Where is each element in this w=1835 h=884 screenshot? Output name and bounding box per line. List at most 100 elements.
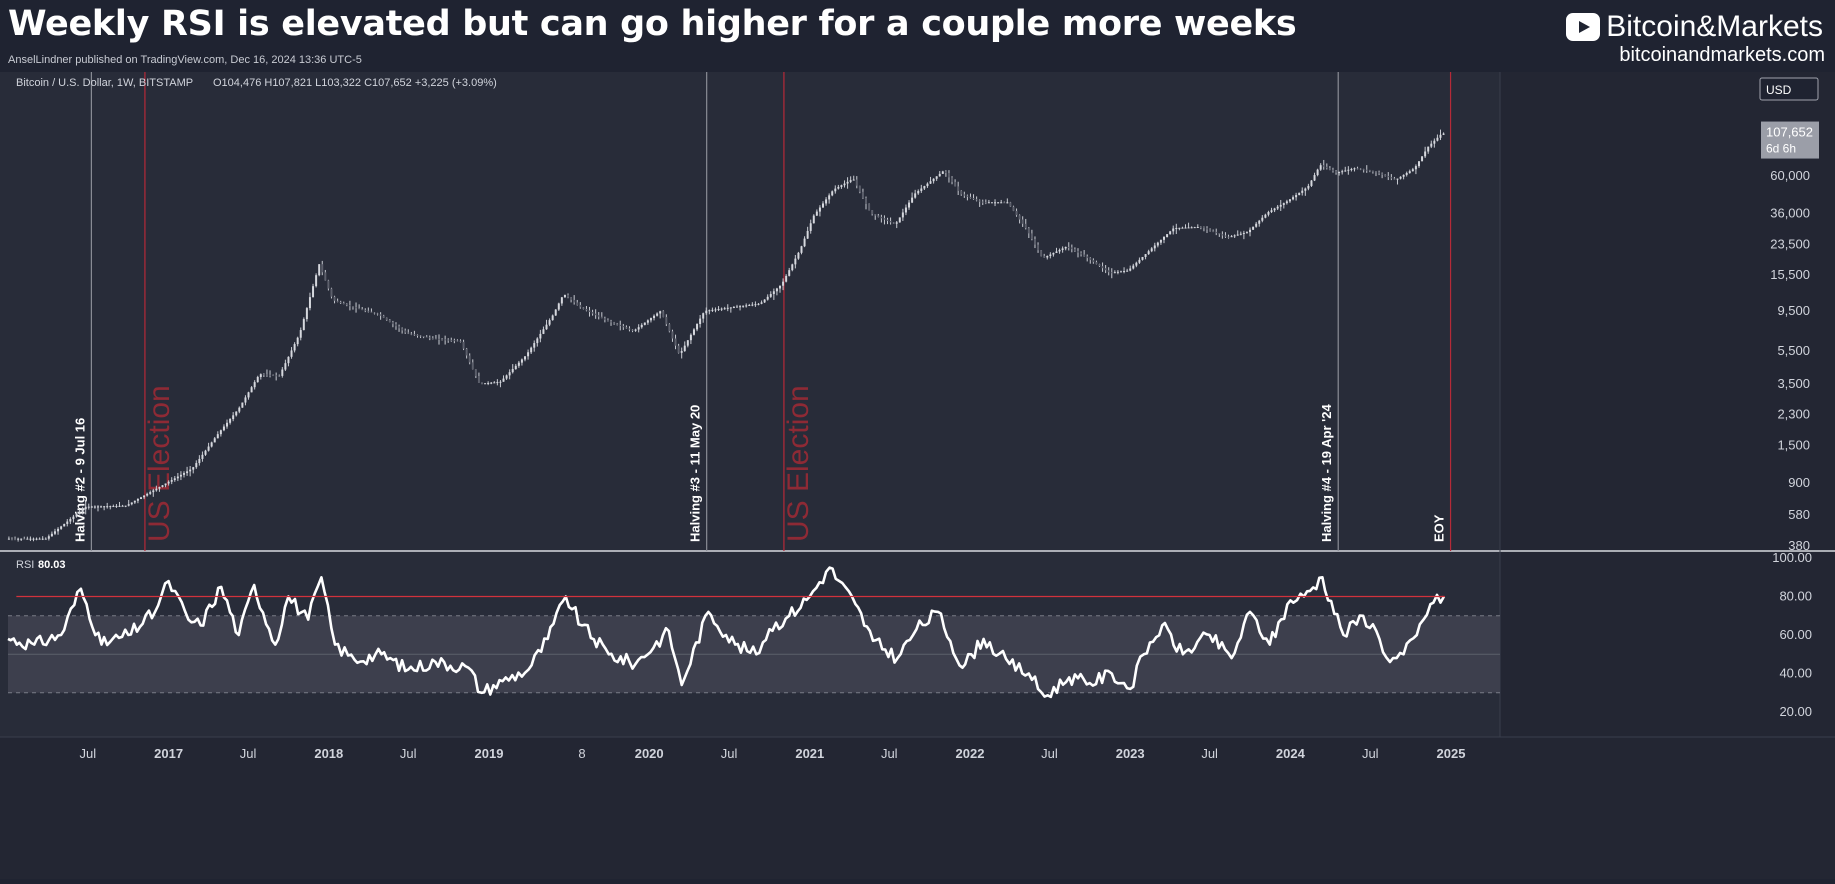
price-candle-body-448	[1384, 174, 1387, 176]
price-candle-body-84	[265, 374, 268, 376]
price-candle-body-201	[625, 327, 628, 329]
currency-box[interactable]	[1759, 77, 1819, 101]
price-candle-body-307	[951, 177, 954, 182]
chart-area[interactable]: Halving #2 - 9 Jul 16 US Election Halving …	[0, 72, 1835, 879]
price-candle-body-25	[84, 506, 87, 510]
price-candle-body-398	[1230, 236, 1233, 238]
price-candle-body-1	[10, 538, 13, 540]
price-candle-body-141	[441, 339, 444, 341]
price-candle-body-304	[941, 171, 944, 174]
brand-url[interactable]: bitcoinandmarkets.com	[1619, 44, 1825, 66]
price-candle-body-291	[901, 212, 904, 218]
price-candle-body-102	[321, 264, 324, 273]
price-candle-body-375	[1159, 239, 1162, 243]
price-candle-body-438	[1353, 168, 1356, 170]
price-candle-body-413	[1276, 206, 1279, 209]
price-candle-body-119	[373, 312, 376, 314]
price-candle-body-242	[751, 304, 754, 306]
price-candle-body-265	[822, 203, 825, 208]
price-candle-body-160	[499, 381, 502, 383]
price-candle-body-366	[1132, 265, 1135, 269]
price-candle-body-306	[947, 172, 950, 178]
price-candle-body-347	[1073, 249, 1076, 251]
price-candle-body-386	[1193, 227, 1196, 229]
price-candle-body-388	[1199, 227, 1202, 229]
price-candle-body-176	[548, 320, 551, 325]
price-candle-body-217	[674, 338, 677, 346]
price-candle-body-41	[133, 500, 136, 503]
price-candle-body-111	[348, 305, 351, 307]
price-candle-body-436	[1347, 169, 1350, 171]
brand[interactable]: Bitcoin&Markets	[1566, 10, 1823, 44]
price-candle-body-293	[908, 202, 911, 208]
annotation-label-6: EOY	[1432, 514, 1447, 542]
price-candle-body-330	[1021, 219, 1024, 224]
price-candle-body-273	[846, 181, 849, 184]
price-candle-body-192	[597, 315, 600, 317]
price-candle-body-250	[775, 288, 778, 292]
price-candle-body-264	[818, 207, 821, 212]
price-candle-body-262	[812, 215, 815, 224]
price-candle-body-153	[477, 376, 480, 383]
price-candle-body-460	[1421, 156, 1424, 162]
price-candle-body-80	[253, 382, 256, 388]
price-candle-body-34	[112, 506, 115, 508]
chart-svg[interactable]: Halving #2 - 9 Jul 16 US Election Halving …	[0, 72, 1835, 879]
price-candle-body-203	[631, 329, 634, 331]
price-candle-body-156	[487, 382, 490, 384]
time-tick-1: 2017	[154, 746, 183, 761]
price-candle-body-171	[533, 343, 536, 348]
price-candle-body-420	[1298, 192, 1301, 196]
time-tick-5: 2019	[475, 746, 504, 761]
price-candle-body-272	[843, 183, 846, 186]
price-candle-body-104	[327, 280, 330, 289]
price-candle-body-163	[508, 372, 511, 376]
price-candle-body-341	[1055, 251, 1058, 253]
time-tick-0: Jul	[80, 746, 97, 761]
price-candle-body-152	[474, 369, 477, 377]
price-candle-body-459	[1417, 161, 1420, 167]
price-candle-body-286	[886, 219, 889, 221]
price-candle-body-63	[201, 454, 204, 459]
price-candle-body-457	[1411, 169, 1414, 172]
price-candle-body-161	[502, 378, 505, 382]
price-candle-body-334	[1033, 239, 1036, 245]
price-candle-body-57	[183, 473, 186, 475]
price-candle-body-351	[1086, 256, 1089, 259]
price-candle-body-8	[32, 538, 35, 540]
price-candle-body-268	[831, 191, 834, 196]
price-candle-body-357	[1104, 268, 1107, 271]
price-candle-body-89	[281, 369, 284, 376]
price-candle-body-16	[57, 528, 60, 532]
price-candle-body-230	[714, 309, 717, 311]
price-candle-body-139	[434, 338, 437, 340]
price-candle-body-215	[668, 324, 671, 332]
price-candle-body-319	[987, 202, 990, 204]
price-candle-body-432	[1335, 171, 1338, 173]
price-candle-body-121	[379, 314, 382, 316]
price-tick-9: 1,500	[1777, 438, 1810, 453]
price-candle-body-336	[1040, 250, 1043, 256]
price-candle-body-105	[330, 288, 333, 297]
price-candle-body-253	[785, 275, 788, 282]
price-candle-body-147	[459, 340, 462, 342]
price-candle-body-81	[256, 376, 259, 383]
time-tick-14: Jul	[1201, 746, 1218, 761]
price-candle-body-15	[53, 531, 56, 534]
price-candle-body-382	[1181, 227, 1184, 229]
price-candle-body-401	[1239, 233, 1242, 235]
price-candle-body-42	[136, 499, 139, 501]
price-candle-body-62	[198, 458, 201, 464]
price-candle-body-318	[984, 202, 987, 204]
price-candle-body-381	[1178, 227, 1181, 229]
price-candle-body-270	[837, 186, 840, 189]
price-candle-body-134	[419, 335, 422, 337]
price-candle-body-70	[222, 426, 225, 431]
last-price-countdown: 6d 6h	[1766, 142, 1796, 156]
price-candle-body-190	[591, 312, 594, 314]
price-candle-body-369	[1141, 256, 1144, 260]
price-candle-body-206	[640, 324, 643, 328]
price-candle-body-252	[782, 281, 785, 286]
price-candle-body-94	[296, 337, 299, 345]
price-candle-body-452	[1396, 178, 1399, 180]
